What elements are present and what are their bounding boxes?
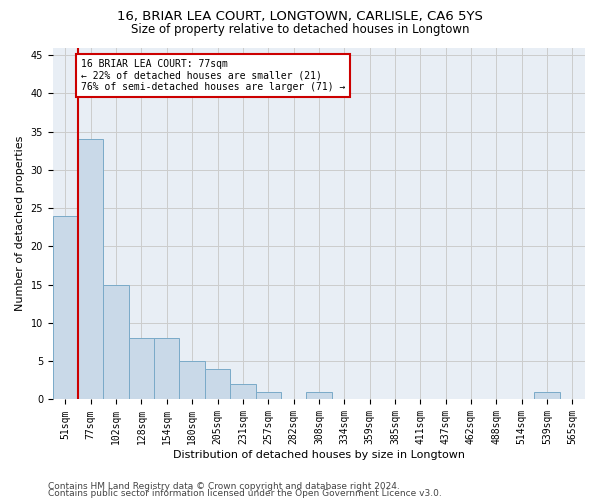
Bar (129, 338, 154, 400)
Bar (78, 140, 103, 400)
Bar (53, 216, 78, 400)
Text: Contains HM Land Registry data © Crown copyright and database right 2024.: Contains HM Land Registry data © Crown c… (48, 482, 400, 491)
Bar (306, 392, 332, 400)
Bar (205, 369, 230, 400)
Bar (230, 384, 256, 400)
Bar (154, 338, 179, 400)
Y-axis label: Number of detached properties: Number of detached properties (15, 136, 25, 311)
Bar (535, 392, 560, 400)
X-axis label: Distribution of detached houses by size in Longtown: Distribution of detached houses by size … (173, 450, 465, 460)
Bar (256, 392, 281, 400)
Text: Contains public sector information licensed under the Open Government Licence v3: Contains public sector information licen… (48, 490, 442, 498)
Bar (179, 361, 205, 400)
Text: Size of property relative to detached houses in Longtown: Size of property relative to detached ho… (131, 22, 469, 36)
Text: 16, BRIAR LEA COURT, LONGTOWN, CARLISLE, CA6 5YS: 16, BRIAR LEA COURT, LONGTOWN, CARLISLE,… (117, 10, 483, 23)
Text: 16 BRIAR LEA COURT: 77sqm
← 22% of detached houses are smaller (21)
76% of semi-: 16 BRIAR LEA COURT: 77sqm ← 22% of detac… (80, 59, 345, 92)
Bar (103, 284, 129, 400)
